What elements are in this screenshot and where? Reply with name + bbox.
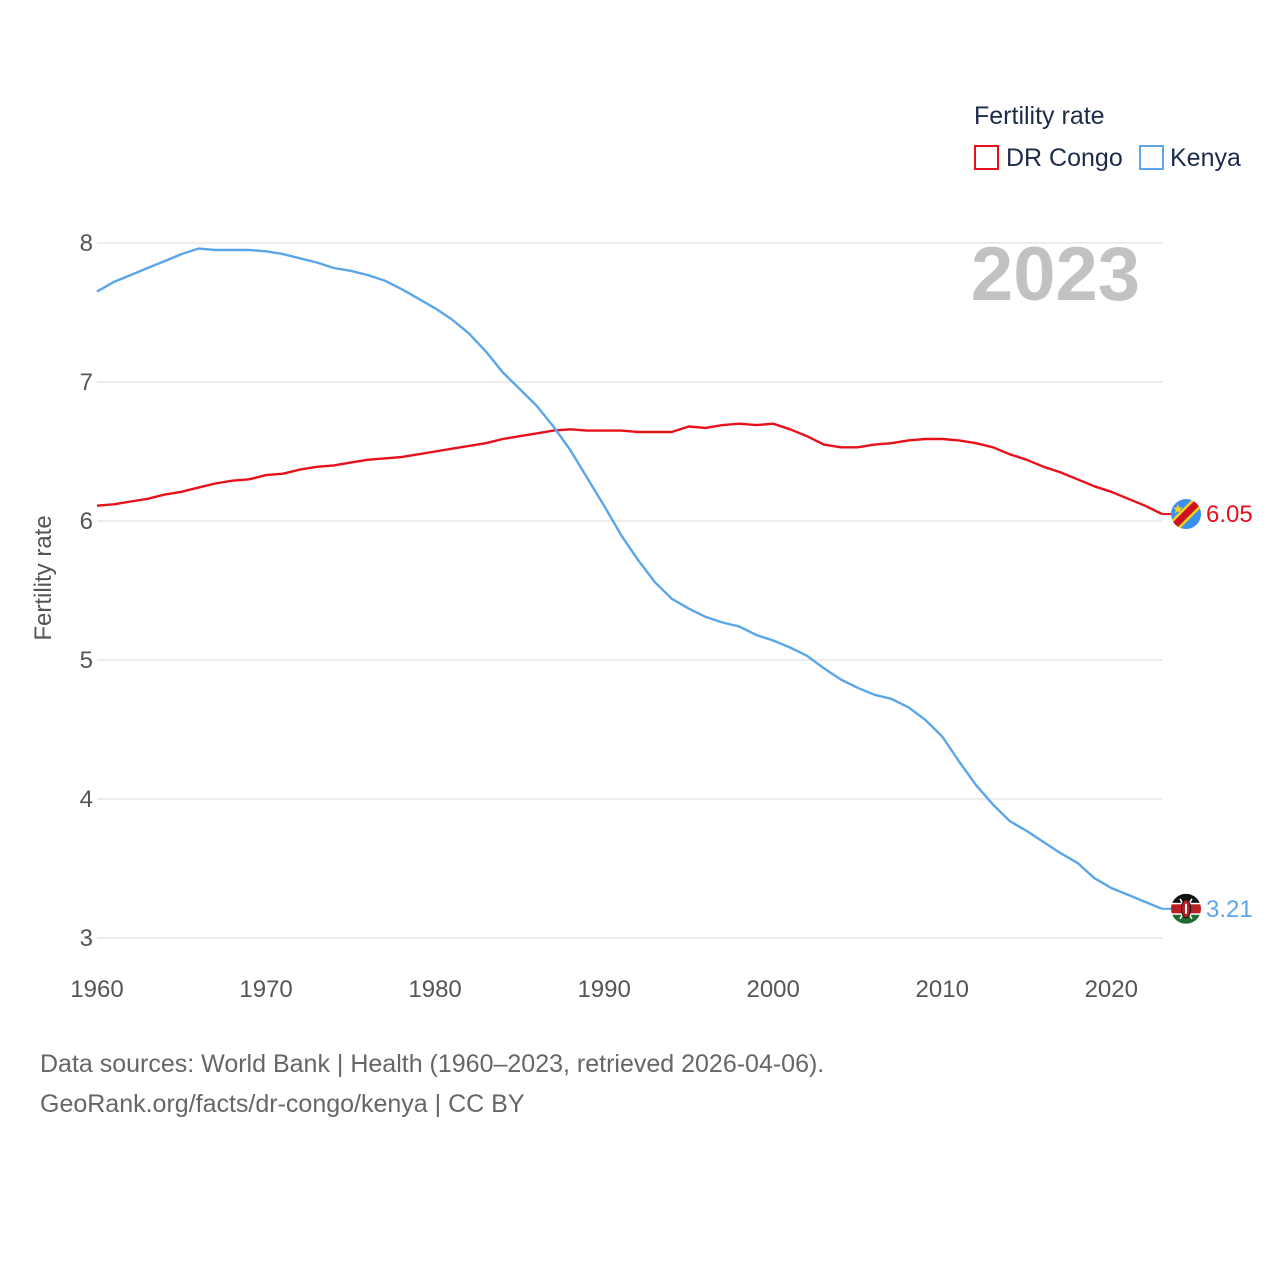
x-tick-label: 1970 — [239, 976, 292, 1003]
y-axis-label: Fertility rate — [30, 515, 57, 640]
series-lines — [96, 247, 1163, 910]
end-value-label-dr-congo: 6.05 — [1206, 501, 1253, 528]
series-end-markers: 6.05 3.21 — [1162, 499, 1253, 924]
x-tick-label: 2000 — [746, 976, 799, 1003]
series-line-kenya[interactable] — [96, 247, 1163, 910]
legend-swatch-kenya[interactable] — [1139, 145, 1164, 170]
legend: Fertility rate DR Congo Kenya — [974, 102, 1241, 172]
gridlines — [97, 242, 1162, 939]
year-label: 2023 — [971, 232, 1140, 317]
line-chart: 3 4 5 6 7 8 1960 1970 1980 1990 2000 2010 2020 Fert… — [30, 102, 1253, 1003]
dr-congo-flag-icon — [1171, 499, 1201, 530]
x-tick-label: 2010 — [916, 976, 969, 1003]
y-tick-label: 4 — [80, 786, 93, 813]
x-axis-ticks: 1960 1970 1980 1990 2000 2010 2020 — [70, 976, 1138, 1003]
kenya-flag-icon — [1171, 893, 1201, 924]
x-tick-label: 1990 — [577, 976, 630, 1003]
x-tick-label: 1980 — [408, 976, 461, 1003]
series-line-dr-congo[interactable] — [96, 422, 1163, 516]
attribution-line: GeoRank.org/facts/dr-congo/kenya | CC BY — [40, 1090, 525, 1118]
data-source-footer: Data sources: World Bank | Health (1960–… — [40, 1044, 824, 1124]
y-tick-label: 6 — [80, 508, 93, 535]
legend-label-kenya[interactable]: Kenya — [1170, 144, 1241, 172]
y-tick-label: 8 — [80, 230, 93, 257]
x-tick-label: 2020 — [1085, 976, 1138, 1003]
source-line: Data sources: World Bank | Health (1960–… — [40, 1050, 825, 1078]
y-tick-label: 3 — [80, 925, 93, 952]
y-axis-ticks: 3 4 5 6 7 8 — [80, 230, 93, 952]
legend-swatch-dr-congo[interactable] — [974, 145, 999, 170]
legend-title: Fertility rate — [974, 102, 1105, 130]
x-tick-label: 1960 — [70, 976, 123, 1003]
y-tick-label: 7 — [80, 369, 93, 396]
y-tick-label: 5 — [80, 647, 93, 674]
end-value-label-kenya: 3.21 — [1206, 896, 1253, 923]
legend-label-dr-congo[interactable]: DR Congo — [1006, 144, 1123, 172]
